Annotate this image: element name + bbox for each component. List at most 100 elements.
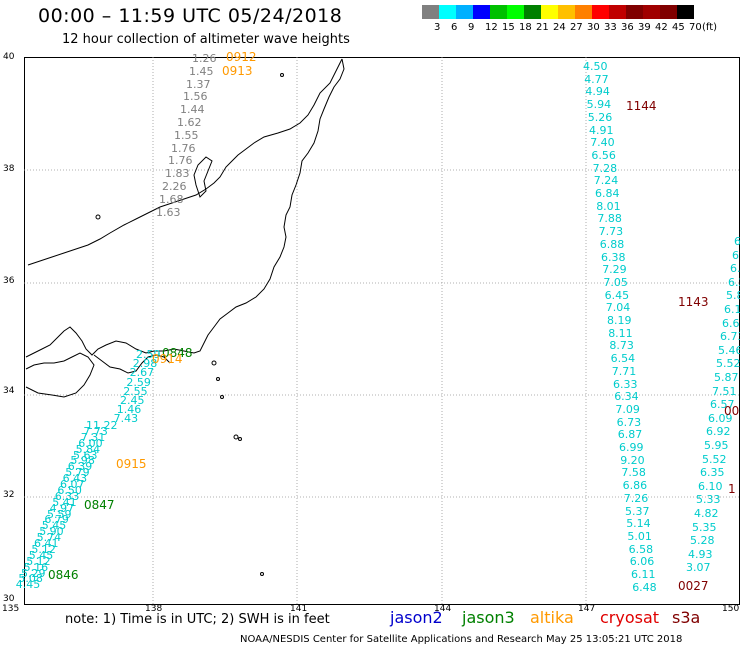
- altika-value: 2.55: [123, 384, 148, 398]
- s3a-value: 7.73: [598, 225, 624, 239]
- island: [260, 572, 264, 576]
- altika-value: 1.26: [192, 52, 217, 65]
- lat-label: 34: [3, 386, 15, 396]
- jason3-value: 11.22: [86, 419, 118, 432]
- s3a-value: 4.94: [585, 85, 610, 99]
- s3a-value: 6.38: [601, 250, 626, 264]
- s3a-value: 5.28: [690, 534, 715, 548]
- color-swatch: [677, 5, 694, 19]
- jason3-value: 6.50: [57, 483, 82, 497]
- s3a-value: 6.92: [706, 425, 731, 439]
- s3a-value: 7.88: [597, 212, 622, 226]
- s3a-value: 6.73: [720, 330, 740, 344]
- s3a-value: 6.8: [734, 235, 740, 248]
- jason3-value: 6.33: [54, 489, 80, 503]
- color-scale-label: 6: [451, 22, 458, 33]
- s3a-value: 9.20: [620, 453, 645, 467]
- altika-value: 1.55: [174, 128, 199, 142]
- jason3-value: 5.84: [75, 442, 101, 456]
- s3a-value: 6.54: [610, 352, 636, 366]
- s3a-value: 6.34: [614, 390, 639, 404]
- color-scale-label: 39: [638, 22, 651, 33]
- lon-label: 138: [145, 604, 163, 614]
- jason3-value: 5.41: [52, 495, 77, 509]
- altika-value: 1.62: [177, 116, 202, 129]
- pass-time-label: 0914: [152, 352, 183, 366]
- jason3-value: 5.08: [18, 572, 43, 586]
- lat-label: 40: [3, 52, 15, 62]
- color-swatch: [626, 5, 643, 19]
- altika-value: 1.44: [180, 103, 205, 117]
- color-scale-label: 45: [672, 22, 685, 33]
- s3a-value: 7.26: [623, 491, 649, 505]
- jason3-value: 5.12: [31, 542, 56, 556]
- lat-label: 32: [3, 490, 15, 500]
- pass-time-label: 0846: [48, 568, 79, 582]
- s3a-value: 6.87: [617, 428, 643, 442]
- legend-cryosat: cryosat: [600, 608, 660, 627]
- pass-time-label: 0848: [162, 346, 193, 360]
- color-swatch: [439, 5, 456, 19]
- jason3-value: 7.31: [80, 430, 106, 444]
- s3a-value: 6.64: [722, 316, 740, 330]
- s3a-value: 8.73: [609, 339, 634, 353]
- jason3-value: 6.07: [60, 478, 85, 491]
- pass-time-label: 1143: [678, 295, 709, 309]
- island: [280, 73, 284, 77]
- color-swatch: [592, 5, 609, 19]
- altika-value: 1.76: [171, 141, 196, 155]
- island: [211, 360, 217, 366]
- s3a-value: 7.05: [603, 275, 628, 289]
- s3a-value: 7.71: [611, 364, 637, 378]
- lon-label: 150: [722, 604, 740, 614]
- map-area: [24, 57, 740, 605]
- legend-jason3: jason3: [462, 608, 515, 627]
- altika-value: 1.46: [116, 403, 142, 417]
- s3a-value: 7.09: [615, 402, 640, 416]
- color-scale-label: 18: [519, 22, 532, 33]
- coastline-noto: [193, 156, 213, 198]
- color-scale-label: 3: [434, 22, 441, 33]
- lat-label: 36: [3, 276, 15, 286]
- jason3-value: 6.43: [62, 472, 88, 486]
- legend-jason2: jason2: [390, 608, 443, 627]
- s3a-value: 6.28: [728, 275, 740, 289]
- coastline-honshu: [25, 58, 345, 358]
- color-swatch: [456, 5, 473, 19]
- s3a-value: 5.26: [587, 110, 613, 124]
- color-swatch: [643, 5, 660, 19]
- color-swatch: [422, 5, 439, 19]
- s3a-value: 6.89: [732, 248, 740, 262]
- altika-value: 2.59: [126, 375, 151, 389]
- s3a-value: 6.48: [632, 580, 657, 594]
- s3a-value: 7.58: [621, 466, 646, 480]
- altika-value: 1.68: [159, 192, 184, 206]
- lat-label: 38: [3, 164, 15, 174]
- lon-label: 135: [2, 604, 20, 614]
- s3a-value: 5.35: [692, 520, 717, 534]
- s3a-value: 8.01: [596, 199, 621, 213]
- s3a-value: 5.33: [696, 493, 721, 507]
- color-swatch: [473, 5, 490, 19]
- s3a-value: 5.46: [718, 343, 740, 357]
- altika-value: 1.63: [156, 205, 181, 219]
- jason3-value: 5.16: [23, 560, 49, 574]
- color-scale-label: 9: [468, 22, 475, 33]
- color-swatch: [575, 5, 592, 19]
- pass-time-label: 1: [728, 482, 736, 496]
- s3a-value: 6.33: [613, 377, 638, 391]
- jason3-value: 5.59: [47, 507, 72, 521]
- altika-value: 1.37: [186, 77, 211, 91]
- pass-time-label: 00: [724, 404, 740, 418]
- s3a-value: 7.28: [592, 161, 618, 175]
- s3a-value: 7.04: [605, 301, 631, 315]
- jason3-value: 7.73: [83, 424, 108, 438]
- altika-value: 1.56: [183, 90, 208, 104]
- color-scale-label: 27: [570, 22, 583, 33]
- jason3-value: 5.79: [65, 466, 90, 480]
- color-scale-label: 21: [536, 22, 549, 33]
- coastline-shikoku: [25, 352, 95, 398]
- s3a-value: 6.84: [595, 187, 620, 200]
- footer-note: note: 1) Time is in UTC; 2) SWH is in fe…: [65, 612, 330, 627]
- color-scale-label: 15: [502, 22, 515, 33]
